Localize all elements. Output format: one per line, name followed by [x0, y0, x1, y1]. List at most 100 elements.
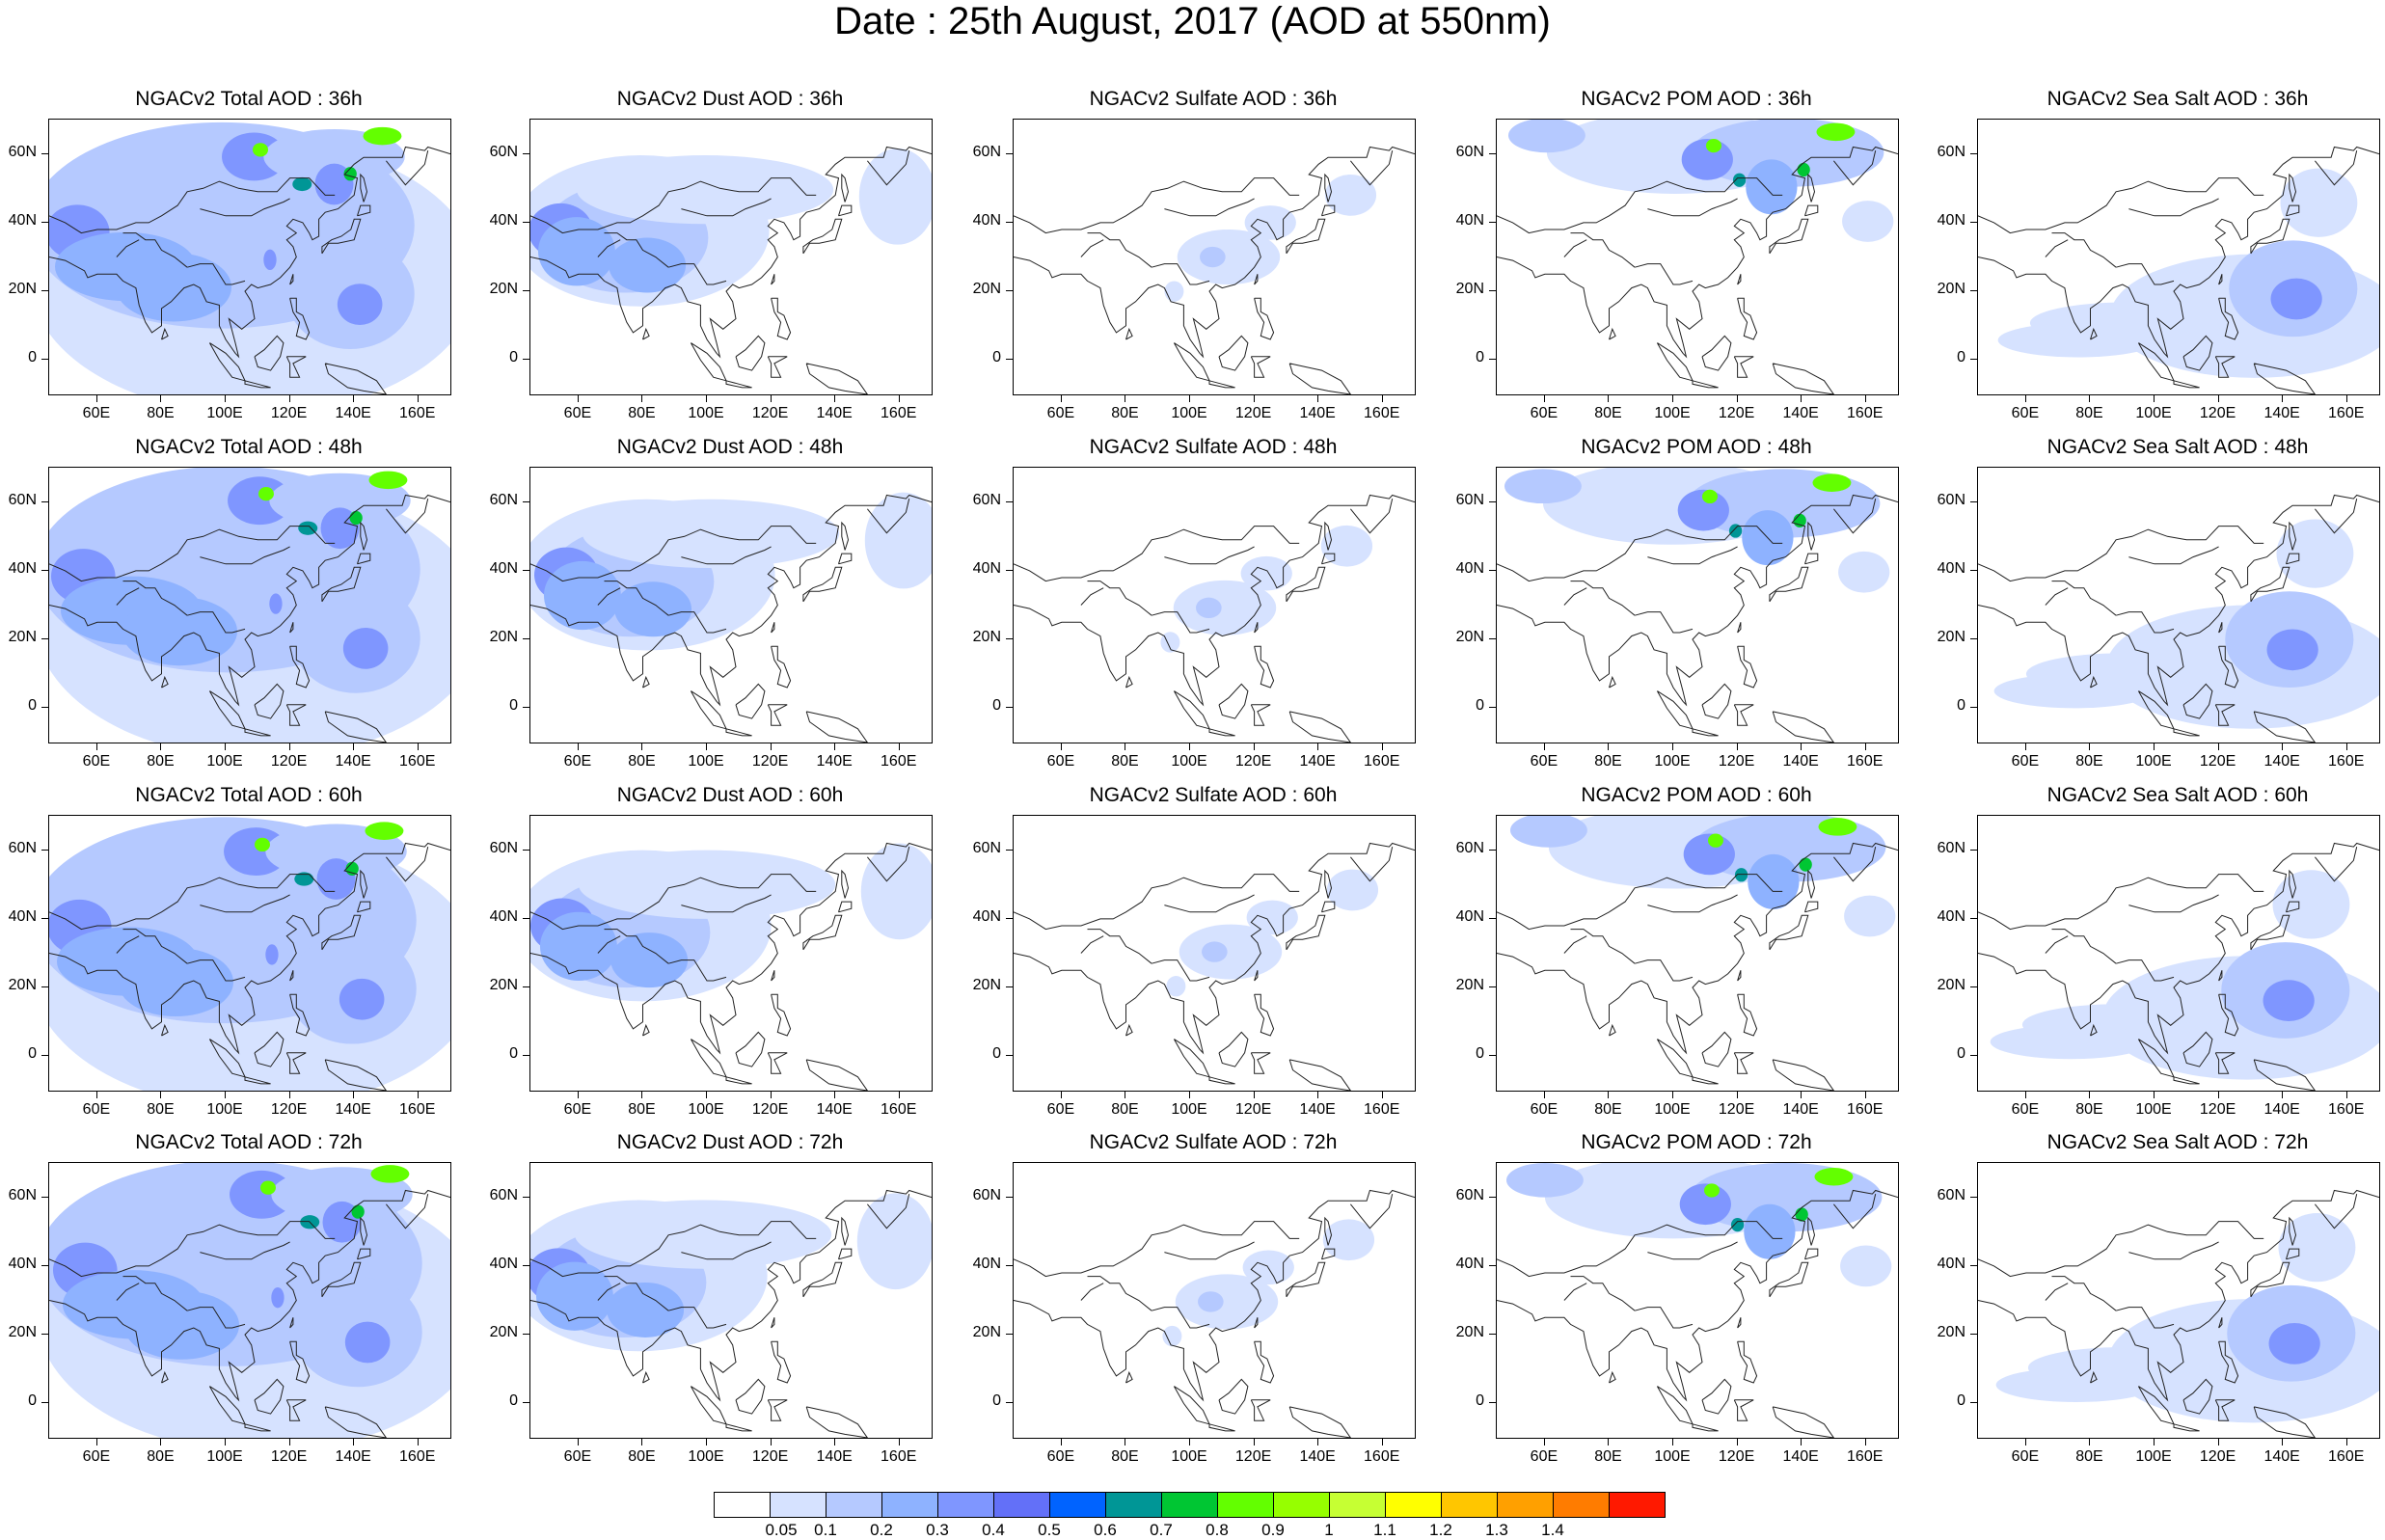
- lat-tick-label: 60N: [1455, 143, 1484, 160]
- lat-tick: [523, 707, 529, 709]
- lon-tick: [577, 743, 579, 750]
- lon-tick: [2282, 1092, 2284, 1098]
- aod-shading: [1997, 322, 2159, 358]
- coastline: [771, 645, 792, 689]
- coastline: [642, 1370, 650, 1384]
- lon-tick-label: 140E: [335, 405, 371, 421]
- panel-title: NGACv2 Sulfate AOD : 36h: [1089, 88, 1338, 110]
- coastline: [2182, 335, 2213, 371]
- lon-tick: [1060, 1439, 1062, 1445]
- colorbar-label: 0.3: [926, 1521, 949, 1539]
- lat-tick: [523, 1334, 529, 1336]
- coastline: [1656, 1039, 1694, 1078]
- coastline: [1324, 869, 1333, 899]
- lon-tick: [1189, 743, 1191, 750]
- lon-tick: [834, 743, 836, 750]
- coastline: [2051, 1276, 2117, 1311]
- lon-tick: [2089, 1092, 2091, 1098]
- aod-shading: [1244, 205, 1296, 240]
- coastline: [1497, 874, 1783, 931]
- coastline: [161, 327, 169, 340]
- coastline: [771, 297, 792, 340]
- aod-shading: [1505, 1163, 1584, 1198]
- lon-tick: [95, 1439, 97, 1445]
- coastline: [690, 1039, 727, 1078]
- lat-tick-label: 20N: [972, 629, 1001, 646]
- colorbar-label: 1.3: [1485, 1521, 1508, 1539]
- lon-tick: [577, 395, 579, 402]
- coastline: [289, 1340, 311, 1384]
- coastline: [2253, 1059, 2317, 1091]
- coastline: [1772, 1059, 1835, 1091]
- lon-tick: [2217, 743, 2219, 750]
- coastline: [597, 239, 621, 257]
- coastline: [285, 356, 307, 378]
- lat-tick: [1970, 290, 1977, 292]
- coastline: [1737, 297, 1758, 340]
- aod-shading: [1246, 900, 1298, 935]
- aod-shading: [339, 978, 385, 1020]
- lat-tick: [1489, 152, 1496, 154]
- aod-shading: [1730, 1218, 1745, 1232]
- lat-tick-label: 40N: [972, 1255, 1001, 1272]
- lon-tick: [353, 1092, 355, 1098]
- lon-tick-label: 120E: [1718, 1448, 1755, 1465]
- lon-tick: [288, 743, 290, 750]
- coastline: [530, 1189, 932, 1402]
- lat-tick: [1006, 1334, 1013, 1336]
- coastline: [1173, 1386, 1210, 1425]
- coastline: [386, 1193, 429, 1229]
- colorbar-swatch: [770, 1492, 827, 1518]
- lon-tick-label: 120E: [2199, 1448, 2236, 1465]
- coastline: [1737, 1317, 1742, 1329]
- lon-tick: [770, 395, 772, 402]
- coastline: [289, 645, 311, 689]
- lon-tick-label: 120E: [751, 1101, 789, 1118]
- coastline: [2090, 675, 2098, 689]
- lon-tick: [1736, 743, 1738, 750]
- lat-tick-label: 40N: [489, 1255, 518, 1272]
- aod-shading: [263, 128, 405, 184]
- lon-tick-label: 60E: [563, 405, 592, 421]
- coastline: [838, 901, 853, 913]
- coastline: [530, 874, 817, 931]
- coastline: [1324, 1216, 1333, 1246]
- coastline: [2045, 1283, 2069, 1301]
- lat-tick: [1006, 1196, 1013, 1198]
- lat-tick: [41, 1055, 48, 1057]
- lon-tick-label: 160E: [1847, 405, 1884, 421]
- panel-title: NGACv2 Total AOD : 60h: [135, 784, 363, 806]
- lon-tick: [160, 1439, 162, 1445]
- coastline: [771, 993, 792, 1037]
- coastline: [289, 1317, 294, 1329]
- lon-tick-label: 80E: [1111, 1448, 1139, 1465]
- coastline: [1173, 1039, 1210, 1078]
- coastline: [530, 842, 932, 1055]
- aod-shading: [292, 176, 312, 192]
- coastline: [116, 935, 140, 954]
- coastline: [357, 553, 371, 565]
- map-canvas: [49, 1163, 450, 1438]
- coastline: [324, 711, 388, 743]
- lat-tick-label: 20N: [8, 281, 37, 298]
- aod-shading: [1507, 120, 1585, 153]
- lon-tick-label: 160E: [1847, 753, 1884, 770]
- lon-tick: [2089, 1439, 2091, 1445]
- coastline: [1833, 149, 1877, 186]
- coastline: [49, 874, 336, 931]
- lat-tick: [41, 1334, 48, 1336]
- lon-tick-label: 60E: [1046, 753, 1075, 770]
- coastline: [604, 581, 669, 616]
- lon-tick-label: 80E: [1594, 1448, 1622, 1465]
- lon-tick-label: 60E: [1530, 405, 1558, 421]
- map-canvas: [530, 146, 932, 394]
- lat-tick-label: 20N: [972, 977, 1001, 994]
- lon-tick-label: 160E: [399, 753, 436, 770]
- lon-tick-label: 120E: [2199, 1101, 2236, 1118]
- lon-tick: [1317, 1092, 1319, 1098]
- colorbar-label: 0.2: [870, 1521, 893, 1539]
- lon-tick-label: 80E: [147, 1101, 175, 1118]
- aod-shading: [1840, 1245, 1892, 1287]
- aod-shading: [610, 932, 689, 988]
- lon-tick: [1672, 743, 1674, 750]
